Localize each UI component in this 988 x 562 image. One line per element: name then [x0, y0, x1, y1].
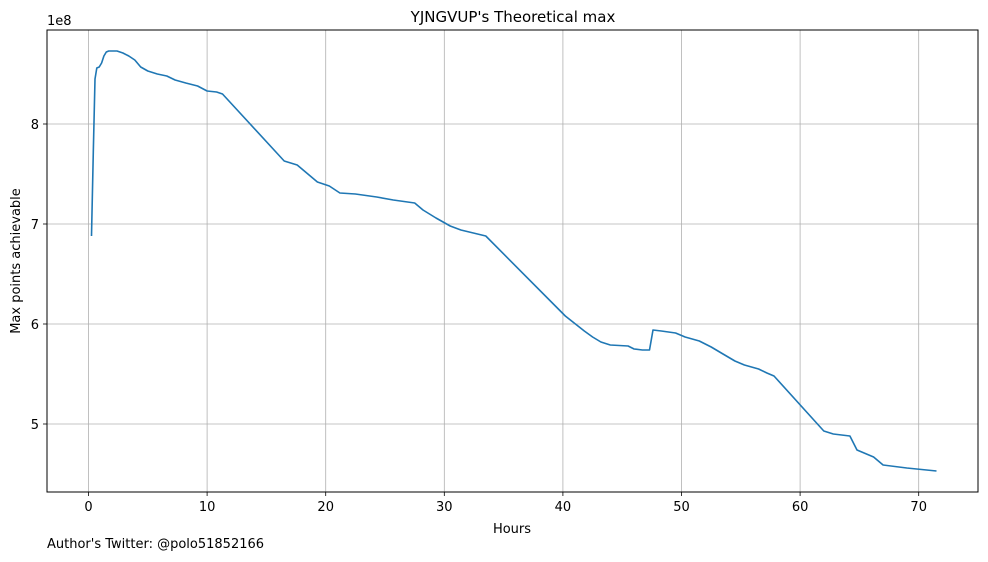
x-tick-label: 70	[910, 500, 927, 515]
y-tick-label: 7	[31, 218, 39, 233]
x-axis-label: Hours	[493, 522, 531, 537]
x-tick-label: 60	[792, 500, 809, 515]
author-footnote: Author's Twitter: @polo51852166	[47, 537, 265, 552]
y-tick-label: 5	[31, 418, 39, 433]
x-tick-label: 50	[673, 500, 690, 515]
y-tick-label: 8	[31, 118, 39, 133]
y-tick-label: 6	[31, 318, 39, 333]
tick-layer: 0 10 20 30 40 50 60 70 5 6 7 8	[31, 118, 927, 515]
x-tick-label: 30	[436, 500, 453, 515]
x-tick-label: 40	[555, 500, 572, 515]
plot-frame	[46, 29, 979, 493]
y-axis-label: Max points achievable	[9, 188, 24, 334]
x-tick-label: 20	[317, 500, 334, 515]
grid-layer	[47, 30, 978, 492]
x-tick-label: 0	[84, 500, 92, 515]
y-axis-offset-label: 1e8	[47, 14, 72, 29]
x-tick-label: 10	[199, 500, 216, 515]
chart-title: YJNGVUP's Theoretical max	[410, 8, 616, 26]
data-line-series-1	[90, 50, 937, 472]
